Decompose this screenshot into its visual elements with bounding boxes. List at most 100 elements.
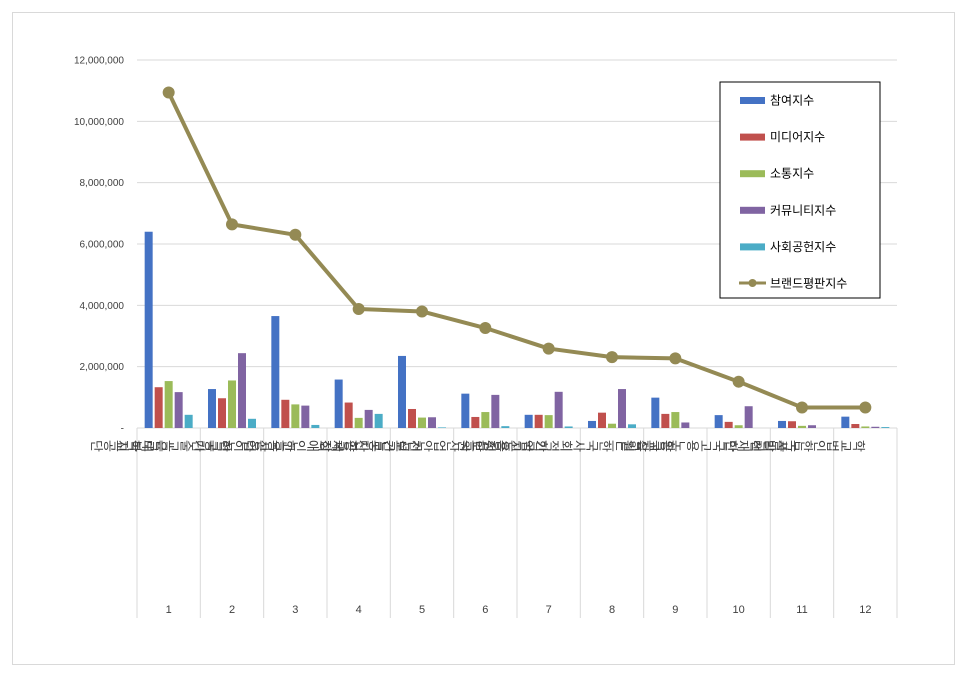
bar — [471, 416, 480, 428]
category-number-label: 11 — [796, 604, 807, 616]
legend-swatch-point — [748, 279, 757, 287]
bar — [661, 413, 670, 428]
bar — [851, 424, 860, 428]
bar — [534, 414, 543, 428]
legend-swatch — [740, 97, 765, 104]
category-number-label: 2 — [229, 604, 235, 616]
bar — [841, 416, 850, 428]
bar — [871, 426, 880, 428]
bar — [398, 355, 406, 428]
line-point — [162, 86, 175, 99]
bar — [501, 426, 510, 428]
bar — [174, 392, 183, 428]
category-number-label: 1 — [166, 604, 172, 616]
bar — [428, 417, 436, 428]
bar — [681, 422, 690, 428]
category-name-label: 한국산업안전보건공단 — [355, 437, 485, 452]
category-number-label: 3 — [292, 604, 298, 616]
legend-label: 미디어지수 — [770, 130, 825, 144]
bar — [544, 415, 553, 428]
legend-label: 참여지수 — [770, 94, 814, 108]
bar — [238, 353, 246, 428]
y-tick-label: 4,000,000 — [80, 301, 125, 312]
bar — [334, 379, 343, 428]
bar — [311, 424, 320, 428]
bar — [144, 231, 153, 428]
category-number-label: 10 — [733, 604, 745, 616]
bar-series — [144, 231, 890, 428]
category-number-label: 8 — [609, 604, 615, 616]
legend-swatch — [740, 133, 765, 141]
bar — [491, 394, 500, 428]
y-tick-label: - — [121, 424, 124, 435]
line-point — [796, 401, 808, 414]
bar — [598, 412, 606, 428]
category-name-label: 건설근로자공제회 — [318, 437, 422, 452]
category-number-label: 6 — [482, 604, 488, 616]
line-point — [542, 342, 555, 355]
bar — [744, 406, 753, 428]
legend-label: 소통지수 — [770, 167, 814, 181]
bar — [408, 408, 416, 428]
bar — [481, 412, 490, 428]
bar — [671, 412, 680, 428]
bar — [628, 424, 636, 428]
bar — [778, 420, 786, 428]
y-tick-label: 6,000,000 — [80, 240, 125, 251]
line-point — [669, 352, 682, 365]
bar — [301, 405, 310, 428]
legend-swatch — [740, 243, 765, 251]
bar — [808, 425, 816, 428]
bar — [164, 381, 173, 428]
bar — [154, 387, 163, 428]
bar — [608, 423, 616, 428]
bar — [248, 418, 256, 428]
category-name-label: 한국고용노동교육원 — [621, 437, 738, 452]
category-number-label: 7 — [546, 604, 552, 616]
y-tick-label: 8,000,000 — [80, 178, 125, 189]
bar — [281, 399, 290, 428]
bar — [271, 316, 280, 428]
bar — [524, 414, 533, 428]
category-name-label: 한국산업인력공단 — [191, 437, 295, 452]
bar — [461, 393, 470, 428]
bar — [344, 402, 353, 428]
bar — [218, 398, 226, 428]
category-number-label: 12 — [859, 604, 871, 616]
legend-label: 브랜드평판지수 — [770, 277, 847, 291]
category-number-label: 4 — [356, 604, 362, 616]
category-name-label: 근로복지공단 — [90, 437, 168, 452]
bar — [651, 397, 660, 428]
category-name-label: 한국사회적기업진흥원 — [482, 437, 612, 452]
bar — [881, 427, 890, 428]
category-name-label: 한국고용정보원 — [457, 437, 548, 452]
x-axis: 근로복지공단 1 한국기술교육대학교 2 한국산업인력공단 3 한국장애인고용공단 4 건설근로… — [90, 427, 898, 618]
y-axis-ticks: - 2,000,000 4,000,000 6,000,000 8,000,000 10,… — [74, 56, 124, 435]
line-point — [732, 375, 745, 388]
legend-swatch — [740, 206, 765, 214]
bar — [438, 427, 446, 428]
y-tick-label: 12,000,000 — [74, 56, 124, 67]
legend-swatch — [740, 170, 765, 178]
line-series — [162, 86, 872, 414]
bar — [724, 421, 733, 428]
category-name-label: 한국잡월드 — [610, 437, 675, 452]
category-name-label: 한국기술교육대학교 — [115, 437, 232, 452]
category-number-label: 5 — [419, 604, 425, 616]
line-point — [289, 228, 302, 241]
bar — [208, 389, 216, 428]
bar — [861, 426, 870, 428]
bar — [798, 425, 806, 428]
bar — [374, 413, 383, 428]
bar — [184, 414, 193, 428]
bar — [788, 421, 796, 428]
bar — [228, 380, 236, 428]
line-point — [479, 322, 492, 335]
y-tick-label: 10,000,000 — [74, 117, 124, 128]
bar — [418, 417, 426, 428]
category-number-label: 9 — [672, 604, 678, 616]
bar — [554, 391, 563, 428]
y-tick-label: 2,000,000 — [80, 362, 125, 373]
